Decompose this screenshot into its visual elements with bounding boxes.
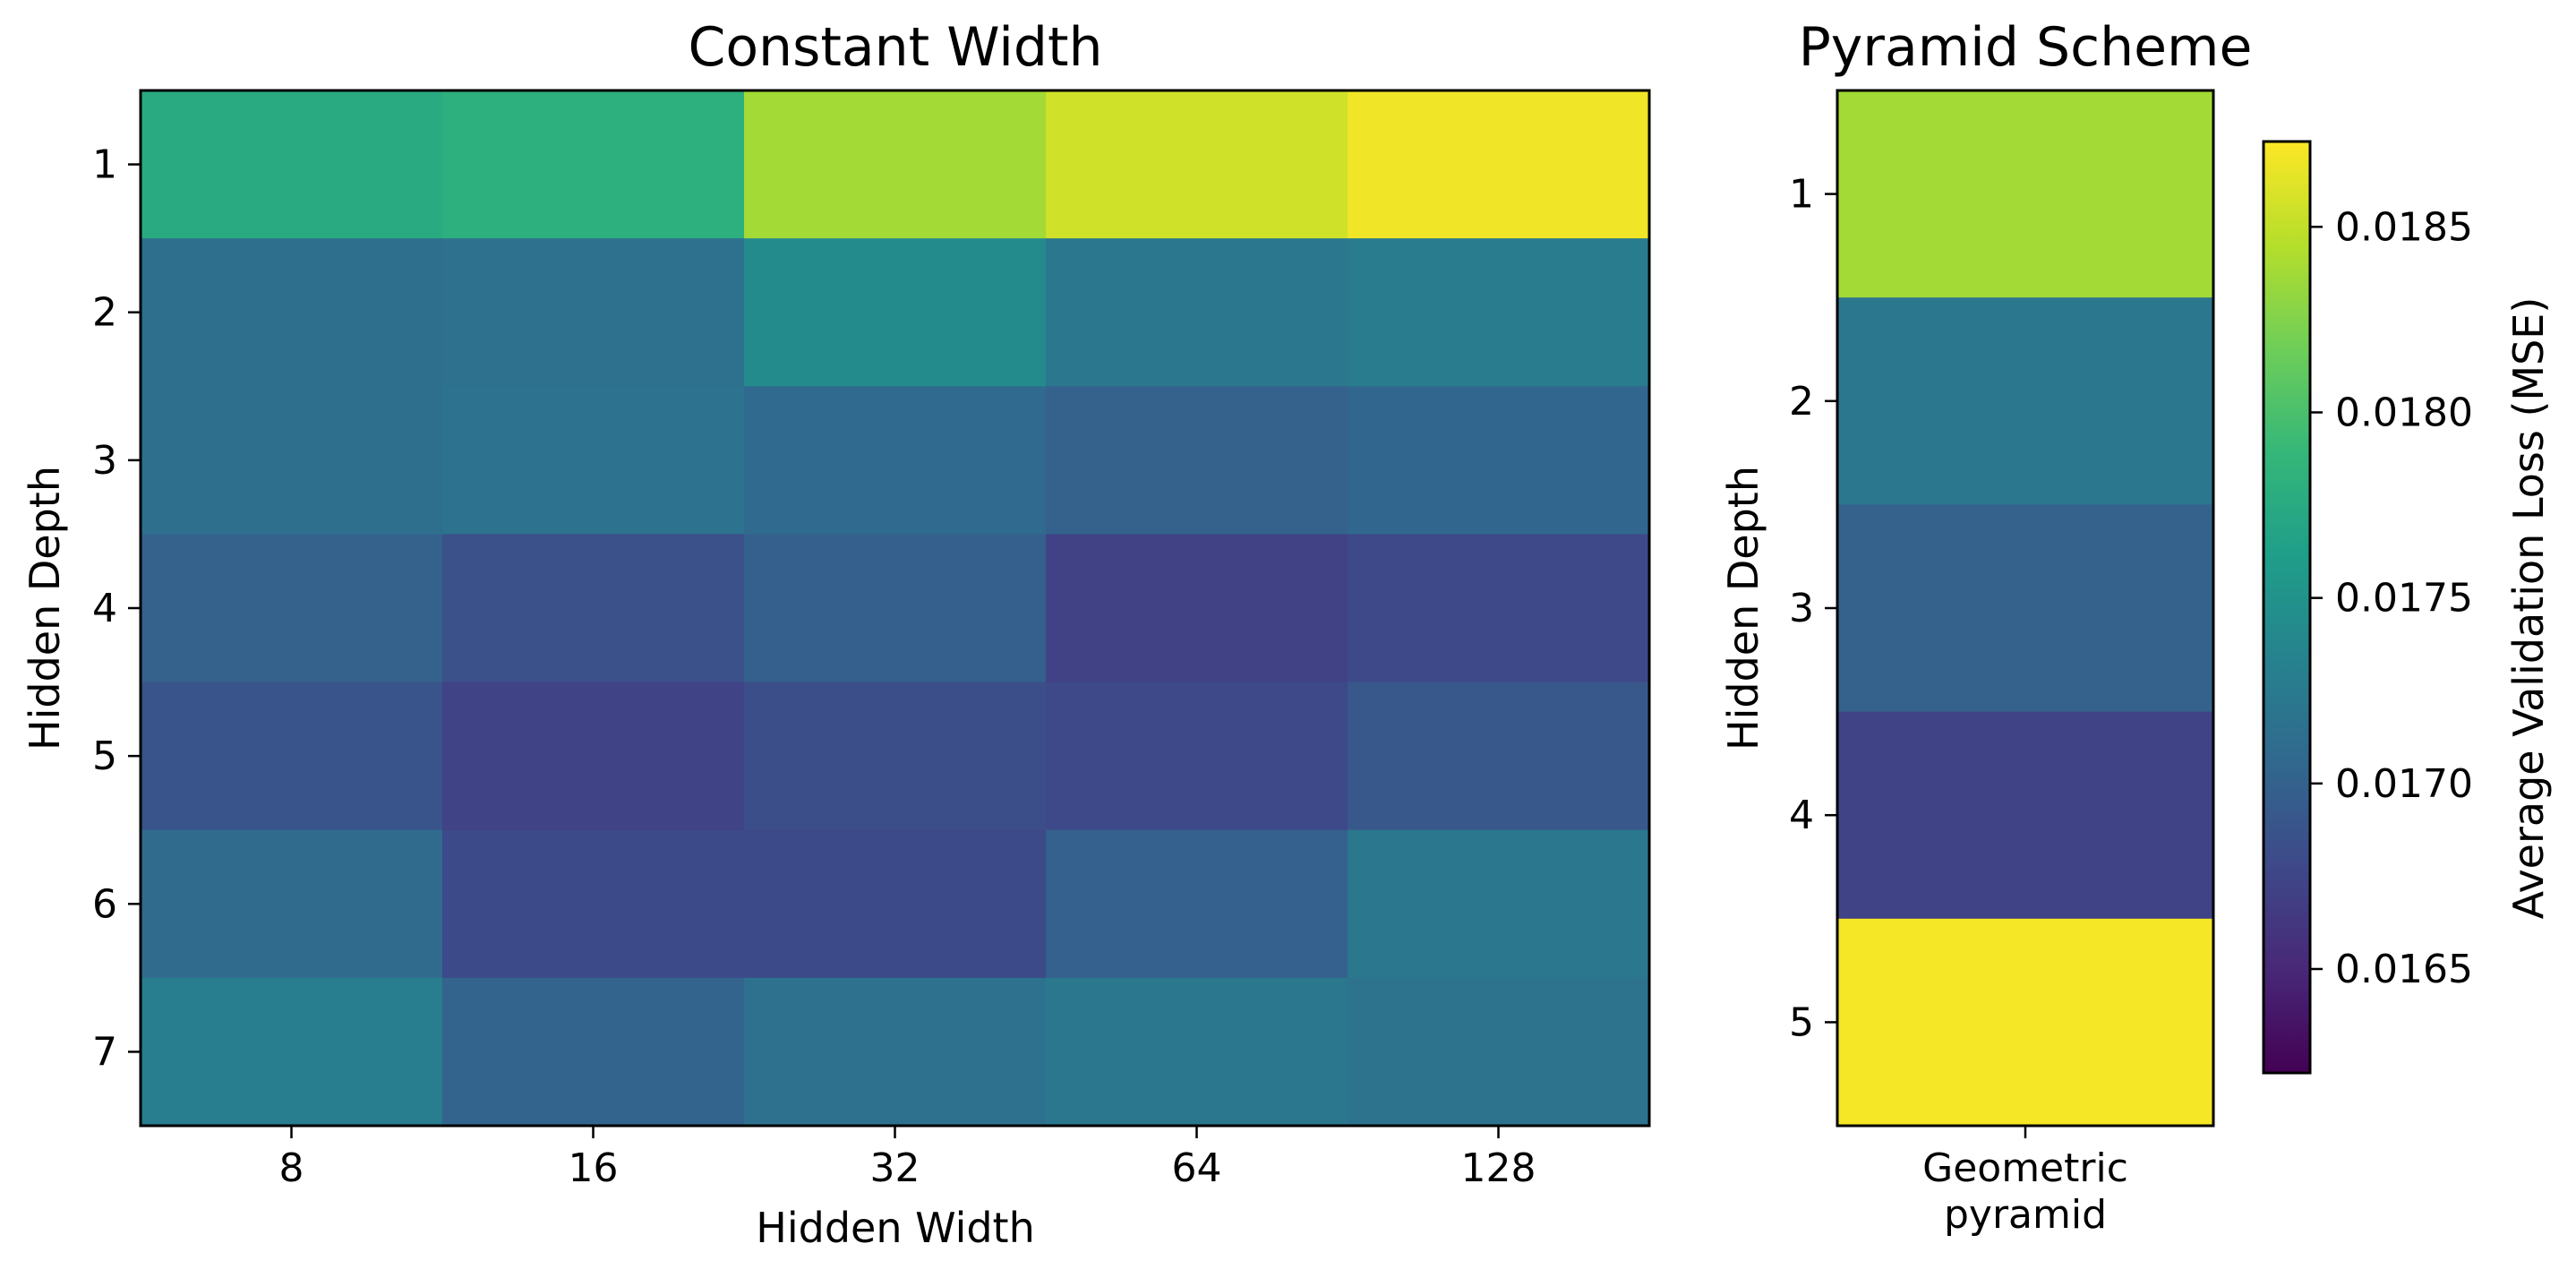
- heatmap-cell: [442, 90, 745, 239]
- y-tick-label: 2: [92, 290, 117, 336]
- colorbar-tick-label: 0.0180: [2335, 390, 2473, 435]
- constant-width-xlabel: Hidden Width: [756, 1204, 1035, 1252]
- heatmap-cell: [141, 534, 443, 683]
- heatmap-cell: [1046, 534, 1348, 683]
- heatmap-cell: [442, 238, 745, 387]
- x-tick-label: 8: [279, 1145, 304, 1191]
- colorbar-tick-label: 0.0185: [2335, 204, 2473, 250]
- x-tick-label: pyramid: [1944, 1192, 2107, 1238]
- heatmap-cell: [1348, 386, 1650, 536]
- heatmap-cell: [744, 534, 1047, 683]
- heatmap-cell: [442, 977, 745, 1127]
- heatmap-cell: [1348, 829, 1650, 979]
- pyramid-scheme-ylabel: Hidden Depth: [1719, 466, 1767, 751]
- heatmap-cell: [1348, 682, 1650, 831]
- y-tick-label: 1: [92, 142, 117, 188]
- heatmap-cell: [141, 386, 443, 536]
- heatmap-cell: [1046, 977, 1348, 1127]
- heatmap-cell: [744, 977, 1047, 1127]
- heatmap-cell: [141, 90, 443, 239]
- heatmap-cell: [744, 238, 1047, 387]
- heatmap-cell: [442, 534, 745, 683]
- heatmap-cell: [1348, 977, 1650, 1127]
- heatmap-cell: [141, 829, 443, 979]
- heatmap-cell: [141, 682, 443, 831]
- heatmap-cell: [1046, 238, 1348, 387]
- y-tick-label: 5: [1789, 999, 1814, 1045]
- heatmap-cell: [141, 238, 443, 387]
- constant-width-title: Constant Width: [688, 16, 1102, 79]
- heatmap-cell: [744, 682, 1047, 831]
- y-tick-label: 2: [1789, 379, 1814, 425]
- heatmap-cell: [1348, 534, 1650, 683]
- heatmap-cell: [1046, 682, 1348, 831]
- x-tick-label: 16: [569, 1145, 619, 1191]
- constant-width-heatmap: [141, 90, 1650, 1127]
- y-tick-label: 4: [1789, 793, 1814, 838]
- heatmap-cell: [744, 90, 1047, 239]
- colorbar-tick-label: 0.0175: [2335, 576, 2473, 622]
- heatmap-cell: [1837, 918, 2214, 1127]
- x-tick-label: 128: [1461, 1145, 1536, 1191]
- heatmap-cell: [1348, 90, 1650, 239]
- y-tick-label: 7: [92, 1029, 117, 1075]
- heatmap-cell: [442, 829, 745, 979]
- heatmap-cell: [1837, 297, 2214, 505]
- heatmap-cell: [1046, 829, 1348, 979]
- colorbar-gradient: [2262, 140, 2312, 1075]
- y-tick-label: 1: [1789, 172, 1814, 218]
- x-tick-label: 64: [1172, 1145, 1222, 1191]
- heatmap-cell: [744, 829, 1047, 979]
- constant-width-panel: Constant Width 8 16 32 64 128 1 2 3 4 5 6 7 Hidden…: [21, 16, 1651, 1252]
- heatmap-cell: [141, 977, 443, 1127]
- heatmap-cell: [744, 386, 1047, 536]
- constant-width-ylabel: Hidden Depth: [21, 466, 69, 751]
- constant-width-y-ticks: 1 2 3 4 5 6 7: [92, 142, 141, 1075]
- heatmap-cell: [1348, 238, 1650, 387]
- x-tick-label: 32: [870, 1145, 920, 1191]
- heatmap-cell: [1837, 711, 2214, 920]
- pyramid-scheme-heatmap: [1837, 90, 2214, 1127]
- y-tick-label: 3: [92, 438, 117, 484]
- heatmap-cell: [1837, 504, 2214, 713]
- colorbar: 0.0165 0.0170 0.0175 0.0180 0.0185 Average V…: [2262, 140, 2553, 1075]
- colorbar-ticks: 0.0165 0.0170 0.0175 0.0180 0.0185: [2310, 204, 2473, 992]
- heatmap-cell: [442, 682, 745, 831]
- y-tick-label: 6: [92, 881, 117, 927]
- x-tick-label: Geometric: [1922, 1145, 2128, 1191]
- pyramid-scheme-title: Pyramid Scheme: [1799, 16, 2253, 79]
- colorbar-tick-label: 0.0165: [2335, 947, 2473, 992]
- heatmap-cell: [1837, 90, 2214, 298]
- y-tick-label: 4: [92, 586, 117, 631]
- y-tick-label: 5: [92, 733, 117, 779]
- colorbar-tick-label: 0.0170: [2335, 761, 2473, 807]
- colorbar-label: Average Validation Loss (MSE): [2504, 297, 2553, 920]
- pyramid-scheme-y-ticks: 1 2 3 4 5: [1789, 172, 1837, 1045]
- heatmap-cell: [1046, 386, 1348, 536]
- y-tick-label: 3: [1789, 586, 1814, 631]
- heatmap-cell: [1046, 90, 1348, 239]
- heatmap-cell: [442, 386, 745, 536]
- constant-width-x-ticks: 8 16 32 64 128: [279, 1126, 1536, 1191]
